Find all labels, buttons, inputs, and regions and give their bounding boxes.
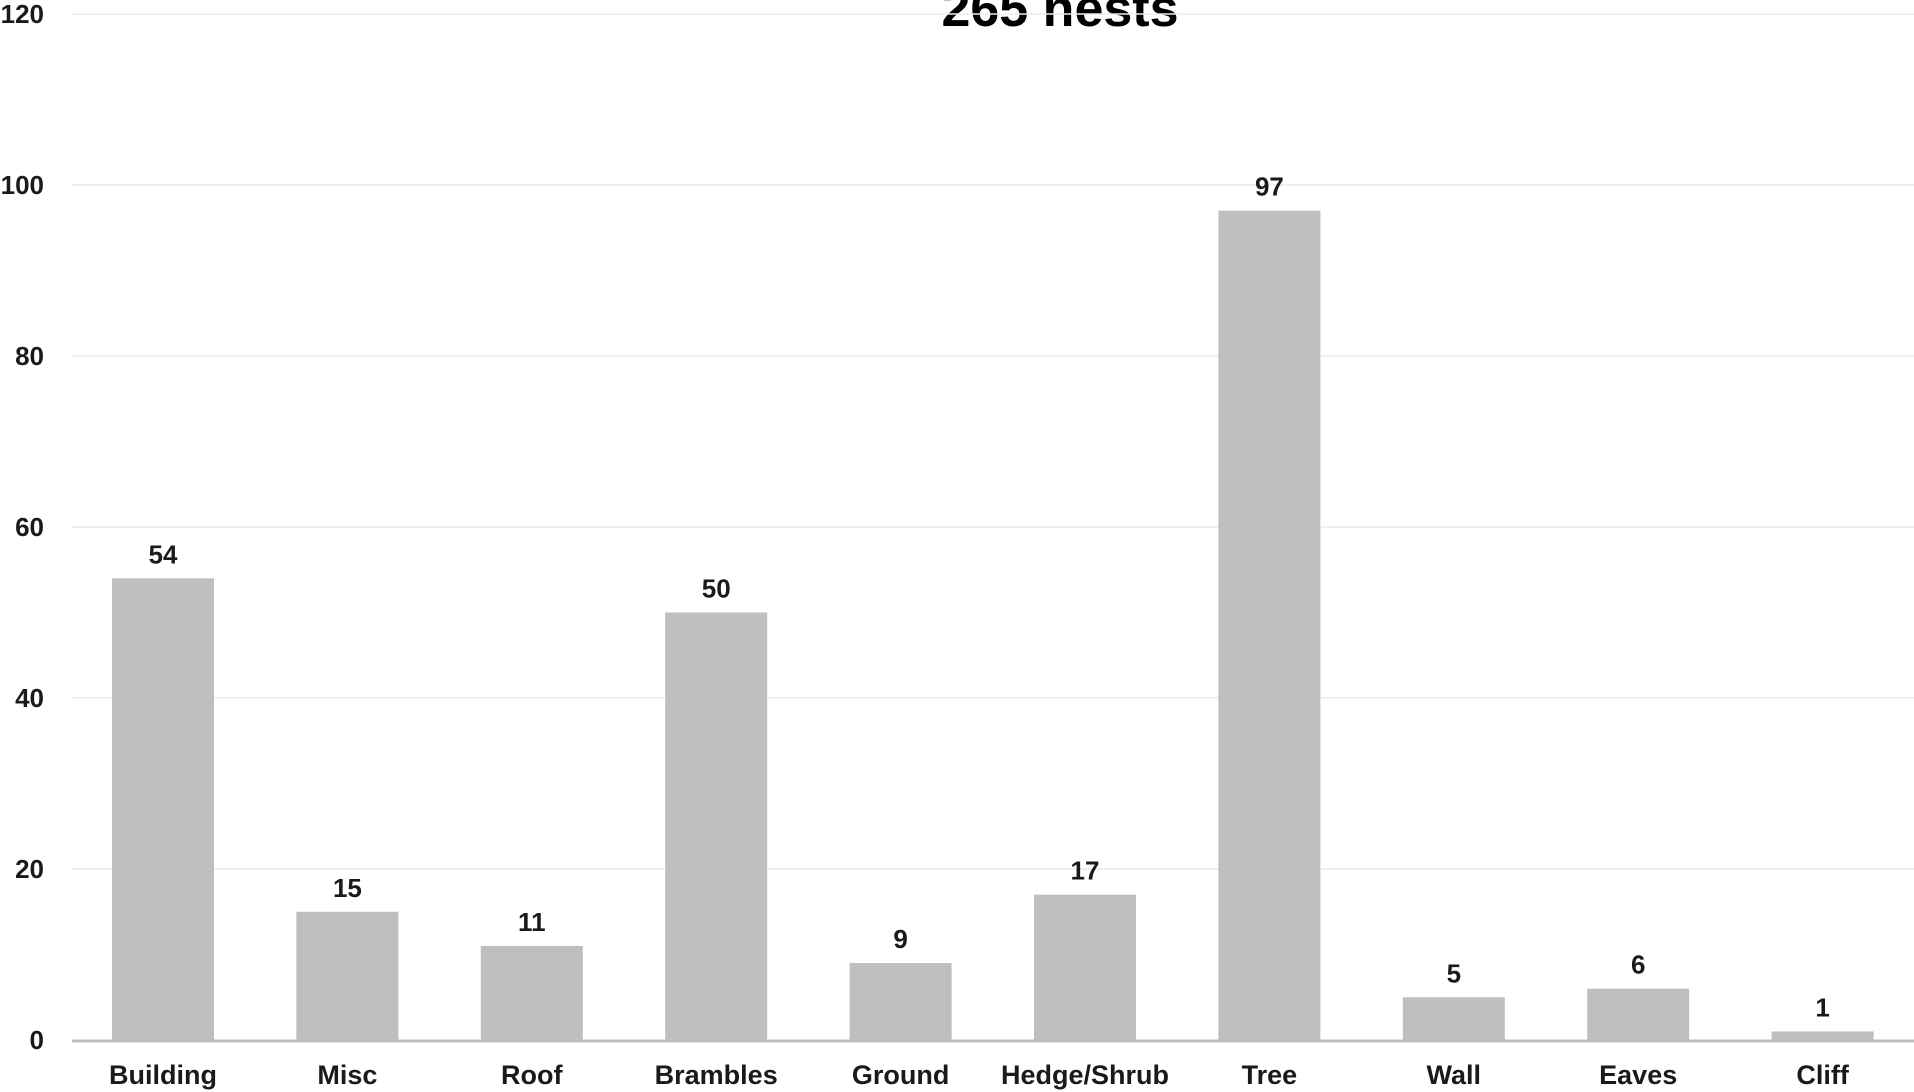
y-tick-label: 80 bbox=[15, 341, 44, 371]
bar bbox=[1034, 894, 1136, 1040]
category-label: Tree bbox=[1242, 1060, 1298, 1090]
bar bbox=[1771, 1031, 1874, 1040]
category-label: Eaves bbox=[1599, 1060, 1677, 1090]
category-label: Wall bbox=[1427, 1060, 1482, 1090]
data-label: 50 bbox=[702, 574, 731, 604]
y-tick-label: 20 bbox=[15, 854, 44, 884]
y-axis-tick-labels: 0 20 40 60 80 100 120 bbox=[1, 0, 44, 1055]
bars bbox=[112, 210, 1874, 1040]
bar bbox=[112, 578, 214, 1040]
chart-title: 265 nests bbox=[941, 0, 1178, 38]
category-label: Brambles bbox=[655, 1060, 778, 1090]
data-label: 6 bbox=[1631, 950, 1645, 980]
bar bbox=[849, 963, 952, 1040]
data-label: 5 bbox=[1447, 958, 1461, 988]
gridlines bbox=[72, 13, 1914, 870]
y-tick-label: 0 bbox=[30, 1025, 44, 1055]
category-label: Building bbox=[109, 1060, 217, 1090]
y-tick-label: 40 bbox=[15, 683, 44, 713]
category-label: Roof bbox=[501, 1060, 563, 1090]
x-axis-category-labels: Building Misc Roof Brambles Ground Hedge/Shru… bbox=[109, 1060, 1850, 1090]
data-label: 9 bbox=[893, 924, 907, 954]
y-tick-label: 60 bbox=[15, 512, 44, 542]
y-tick-label: 100 bbox=[1, 170, 44, 200]
bar bbox=[1587, 988, 1690, 1040]
data-label: 15 bbox=[333, 873, 362, 903]
data-label: 54 bbox=[149, 539, 178, 569]
bar bbox=[665, 612, 768, 1040]
y-tick-label: 120 bbox=[1, 0, 44, 29]
bar bbox=[480, 945, 583, 1040]
category-label: Misc bbox=[317, 1060, 377, 1090]
data-label: 17 bbox=[1071, 856, 1100, 886]
data-label: 1 bbox=[1815, 992, 1829, 1022]
bar bbox=[1402, 997, 1505, 1040]
data-label: 11 bbox=[518, 907, 546, 937]
data-label: 97 bbox=[1255, 172, 1284, 202]
category-label: Cliff bbox=[1796, 1060, 1849, 1090]
bar bbox=[1218, 210, 1321, 1040]
data-labels: 54 15 11 50 9 17 97 5 6 1 bbox=[149, 172, 1830, 1023]
bar bbox=[296, 911, 399, 1040]
category-label: Hedge/Shrub bbox=[1001, 1060, 1169, 1090]
category-label: Ground bbox=[852, 1060, 949, 1090]
